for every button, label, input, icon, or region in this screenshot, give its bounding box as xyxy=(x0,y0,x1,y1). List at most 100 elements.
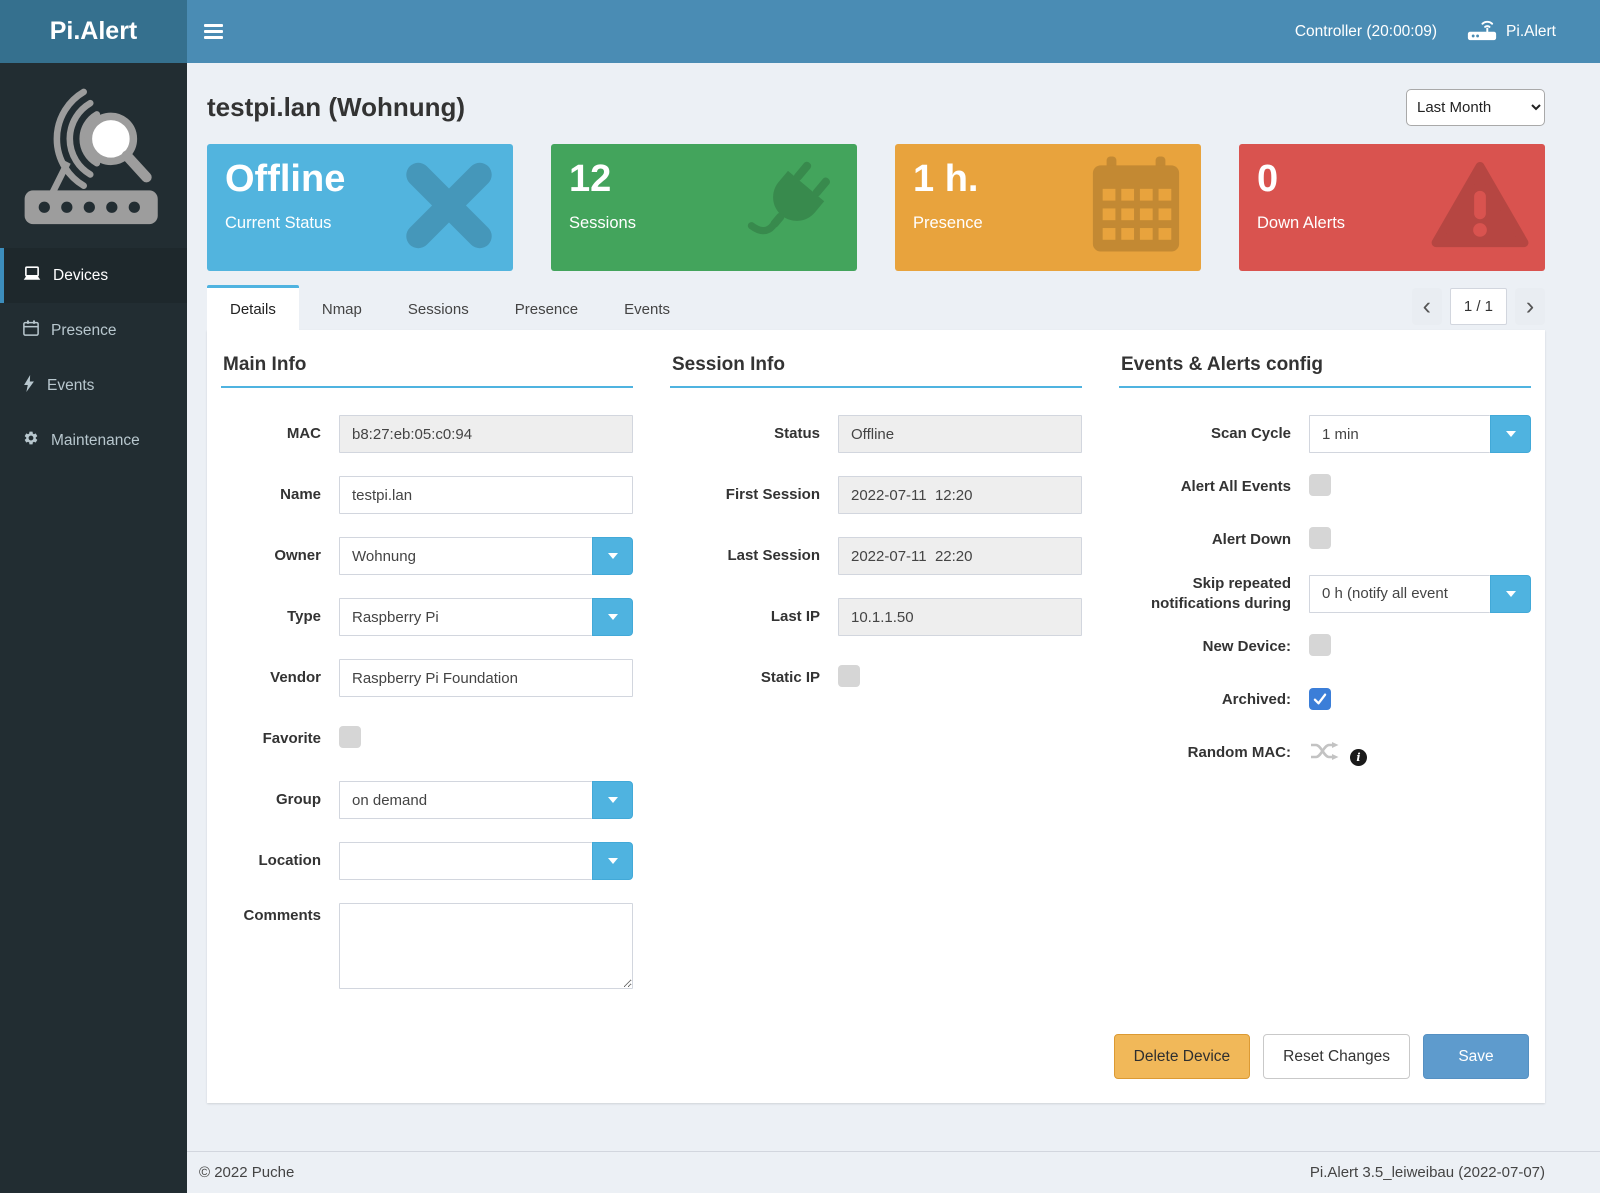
group-label: Group xyxy=(276,791,321,809)
location-dropdown-button[interactable] xyxy=(592,842,633,880)
scan-cycle-input[interactable] xyxy=(1309,415,1490,453)
brand-logo[interactable]: Pi.Alert xyxy=(0,0,187,63)
info-icon[interactable] xyxy=(1350,749,1367,766)
caret-down-icon xyxy=(607,553,618,559)
router-icon xyxy=(1467,18,1497,46)
mac-input[interactable] xyxy=(339,415,633,453)
random-mac-label: Random MAC: xyxy=(1187,744,1291,762)
owner-label: Owner xyxy=(274,547,321,565)
sidebar-item-events[interactable]: Events xyxy=(0,358,187,413)
last-ip-input[interactable] xyxy=(838,598,1082,636)
status-input[interactable] xyxy=(838,415,1082,453)
vendor-label: Vendor xyxy=(270,669,321,687)
comments-label: Comments xyxy=(243,907,321,924)
sidebar-toggle-button[interactable] xyxy=(187,0,239,63)
down-alerts-card[interactable]: 0 Down Alerts xyxy=(1239,144,1545,271)
scan-cycle-label: Scan Cycle xyxy=(1210,425,1291,443)
sidebar-item-presence[interactable]: Presence xyxy=(0,303,187,358)
status-label: Status xyxy=(774,425,820,443)
warning-triangle-icon xyxy=(1431,160,1529,255)
last-session-input[interactable] xyxy=(838,537,1082,575)
laptop-icon xyxy=(23,265,41,286)
alert-all-events-checkbox[interactable] xyxy=(1309,473,1331,496)
skip-repeated-dropdown-button[interactable] xyxy=(1490,574,1531,613)
shell: Devices Presence xyxy=(0,63,1600,1193)
type-dropdown-button[interactable] xyxy=(592,598,633,636)
new-device-checkbox[interactable] xyxy=(1309,633,1331,656)
status-card[interactable]: Offline Current Status xyxy=(207,144,513,271)
save-button[interactable]: Save xyxy=(1423,1034,1529,1079)
comments-textarea[interactable] xyxy=(339,903,633,989)
alert-down-label: Alert Down xyxy=(1211,531,1291,549)
page-title: testpi.lan (Wohnung) xyxy=(207,92,466,122)
main-info-title: Main Info xyxy=(221,354,633,388)
calendar-icon xyxy=(23,320,39,341)
presence-card-label: Presence xyxy=(913,213,983,232)
delete-device-button[interactable]: Delete Device xyxy=(1113,1034,1251,1079)
tab-nmap[interactable]: Nmap xyxy=(321,301,362,318)
tab-sessions[interactable]: Sessions xyxy=(407,301,469,318)
down-alerts-card-value: 0 xyxy=(1257,158,1279,200)
sidebar-item-maintenance[interactable]: Maintenance xyxy=(0,413,187,468)
owner-dropdown-button[interactable] xyxy=(592,537,633,575)
group-input[interactable] xyxy=(339,781,592,819)
group-dropdown-button[interactable] xyxy=(592,781,633,819)
owner-input[interactable] xyxy=(339,537,592,575)
prev-device-button[interactable] xyxy=(1411,288,1442,325)
tab-details[interactable]: Details xyxy=(207,285,299,330)
skip-repeated-label: Skip repeated notifications during xyxy=(1151,575,1291,612)
name-input[interactable] xyxy=(339,476,633,514)
tab-presence[interactable]: Presence xyxy=(514,301,579,318)
footer: © 2022 Puche Pi.Alert 3.5_leiweibau (202… xyxy=(187,1151,1600,1193)
archived-checkbox[interactable] xyxy=(1309,688,1331,710)
sessions-card-label: Sessions xyxy=(569,213,636,232)
skip-repeated-input[interactable] xyxy=(1309,574,1490,613)
favorite-checkbox[interactable] xyxy=(339,725,361,748)
sidebar-item-label: Maintenance xyxy=(51,431,140,449)
first-session-label: First Session xyxy=(725,486,820,504)
caret-down-icon xyxy=(607,614,618,620)
sidebar-item-label: Presence xyxy=(51,321,117,339)
sidebar-item-devices[interactable]: Devices xyxy=(0,248,187,303)
presence-card[interactable]: 1 h. Presence xyxy=(895,144,1201,271)
stat-cards: Offline Current Status 12 Sessions xyxy=(207,144,1545,271)
alert-all-events-label: Alert All Events xyxy=(1180,478,1291,496)
scan-cycle-dropdown-button[interactable] xyxy=(1490,415,1531,453)
location-input[interactable] xyxy=(339,842,592,880)
sessions-card[interactable]: 12 Sessions xyxy=(551,144,857,271)
footer-copyright: © 2022 Puche xyxy=(199,1164,295,1181)
new-device-label: New Device: xyxy=(1202,638,1291,656)
tab-events[interactable]: Events xyxy=(624,301,670,318)
account-menu[interactable]: Pi.Alert xyxy=(1467,18,1556,46)
caret-down-icon xyxy=(607,858,618,864)
router-search-logo xyxy=(0,63,187,244)
next-device-button[interactable] xyxy=(1515,288,1545,325)
first-session-input[interactable] xyxy=(838,476,1082,514)
alert-down-checkbox[interactable] xyxy=(1309,526,1331,549)
x-icon xyxy=(401,157,497,258)
sidebar-item-label: Events xyxy=(47,376,95,394)
main-info-section: Main Info MAC Name Owne xyxy=(221,354,633,1012)
form-actions: Delete Device Reset Changes Save xyxy=(221,1012,1531,1089)
controller-status[interactable]: Controller (20:00:09) xyxy=(1294,22,1438,40)
hamburger-icon xyxy=(203,21,223,43)
period-select[interactable]: Last Month xyxy=(1406,89,1545,126)
last-ip-label: Last IP xyxy=(770,608,820,626)
name-label: Name xyxy=(280,486,321,504)
vendor-input[interactable] xyxy=(339,659,633,697)
type-input[interactable] xyxy=(339,598,592,636)
sidebar: Devices Presence xyxy=(0,63,187,1193)
main-content: testpi.lan (Wohnung) Last Month Offline … xyxy=(187,63,1600,1103)
reset-changes-button[interactable]: Reset Changes xyxy=(1263,1034,1410,1079)
page-header: testpi.lan (Wohnung) Last Month xyxy=(207,89,1545,126)
footer-version: Pi.Alert 3.5_leiweibau (2022-07-07) xyxy=(1309,1164,1545,1181)
bolt-icon xyxy=(23,374,35,397)
gear-icon xyxy=(23,430,39,451)
main-area: testpi.lan (Wohnung) Last Month Offline … xyxy=(187,63,1600,1193)
down-alerts-card-label: Down Alerts xyxy=(1257,213,1346,232)
device-detail-box: Details Nmap Sessions Presence Events 1 … xyxy=(207,285,1545,1103)
static-ip-checkbox[interactable] xyxy=(838,664,860,687)
static-ip-label: Static IP xyxy=(760,669,820,687)
account-label: Pi.Alert xyxy=(1506,22,1556,40)
